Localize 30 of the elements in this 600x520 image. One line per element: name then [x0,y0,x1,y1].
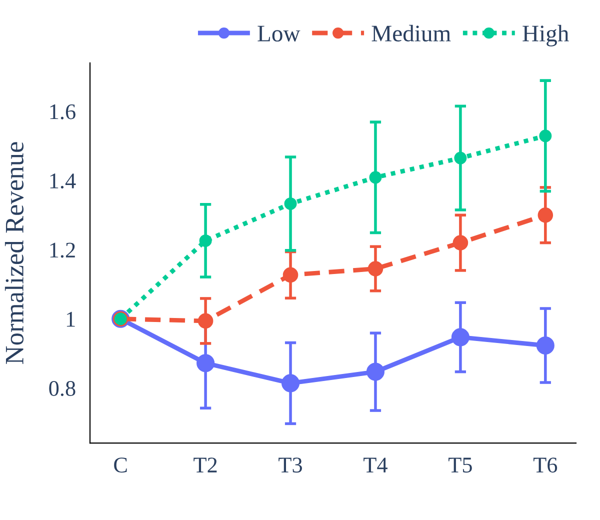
point [539,130,552,142]
x-tick-label: T2 [194,458,217,472]
y-axis-title: Normalized Revenue [4,142,24,364]
y-tick-label: 1 [66,312,75,327]
x-tick-label: C [114,458,127,473]
x-tick-label: T6 [533,458,558,473]
point [369,171,382,184]
y-tick-label: 1.6 [50,104,76,120]
x-tick-label: T4 [364,458,388,472]
x-tick-label: T5 [448,458,472,473]
legend-label: Low [258,26,300,42]
point [452,235,468,250]
point [451,328,470,346]
legend-label: Medium [372,24,451,42]
point [196,354,215,372]
point [281,374,300,392]
point [282,267,298,283]
point [536,336,554,355]
point [198,313,214,329]
point [284,197,297,210]
y-tick-label: 1.2 [50,242,75,258]
y-tick-label: 1.4 [50,174,76,189]
point [538,207,554,223]
y-tick-label: 0.8 [49,380,76,396]
x-tick-label: T3 [278,458,302,473]
point [454,152,467,164]
legend-label: High [522,24,569,46]
point [199,234,212,247]
point [366,362,385,381]
point [368,261,384,276]
